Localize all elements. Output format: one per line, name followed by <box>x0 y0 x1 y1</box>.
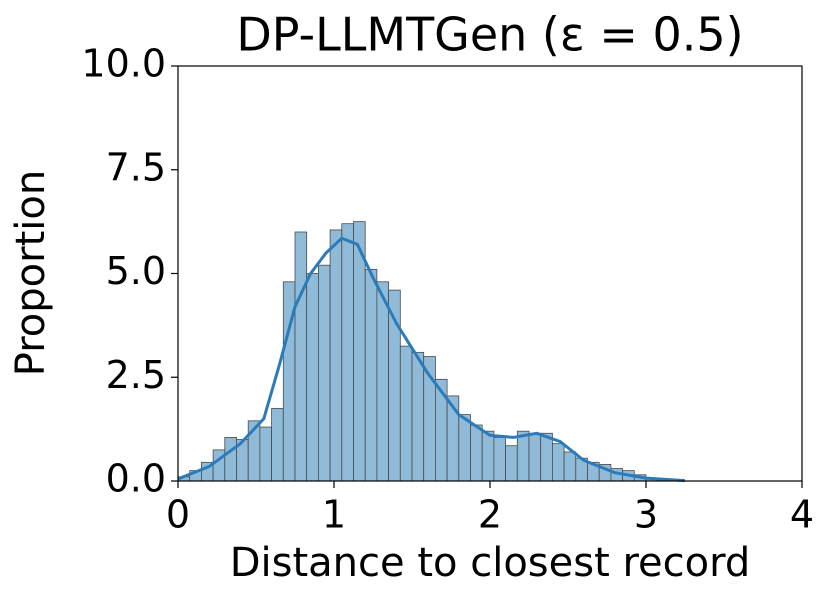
y-tick-label: 5.0 <box>106 249 166 293</box>
x-tick-label: 4 <box>790 493 814 537</box>
bar <box>481 430 495 482</box>
bar <box>341 223 354 482</box>
y-tick-label: 2.5 <box>106 353 166 397</box>
bar <box>306 273 319 482</box>
bar <box>329 229 343 482</box>
kde-line <box>177 236 686 483</box>
bar <box>516 430 530 482</box>
bar <box>493 437 506 482</box>
bar <box>259 426 272 482</box>
bar <box>563 451 577 482</box>
bar <box>458 414 471 482</box>
x-tick-label: 1 <box>322 493 346 537</box>
bar <box>540 432 553 482</box>
y-axis-label: Proportion <box>8 170 54 376</box>
bar <box>224 437 237 482</box>
y-tick-label: 10.0 <box>81 42 166 86</box>
bar <box>376 281 389 482</box>
y-tick-label: 0.0 <box>106 457 166 501</box>
bar <box>470 424 483 482</box>
bar <box>294 231 308 482</box>
bar <box>528 432 542 482</box>
bar <box>364 268 378 482</box>
bar <box>505 445 518 482</box>
y-tick-label: 7.5 <box>106 145 166 189</box>
bar <box>317 264 331 482</box>
x-tick-label: 2 <box>478 493 502 537</box>
bar <box>411 351 425 482</box>
chart-title: DP-LLMTGen (ε = 0.5) <box>236 8 743 62</box>
bar <box>271 407 284 482</box>
bar <box>552 443 565 482</box>
x-axis-label: Distance to closest record <box>230 540 751 586</box>
x-tick-label: 3 <box>634 493 658 537</box>
bar <box>399 345 413 482</box>
x-tick-label: 0 <box>166 493 190 537</box>
